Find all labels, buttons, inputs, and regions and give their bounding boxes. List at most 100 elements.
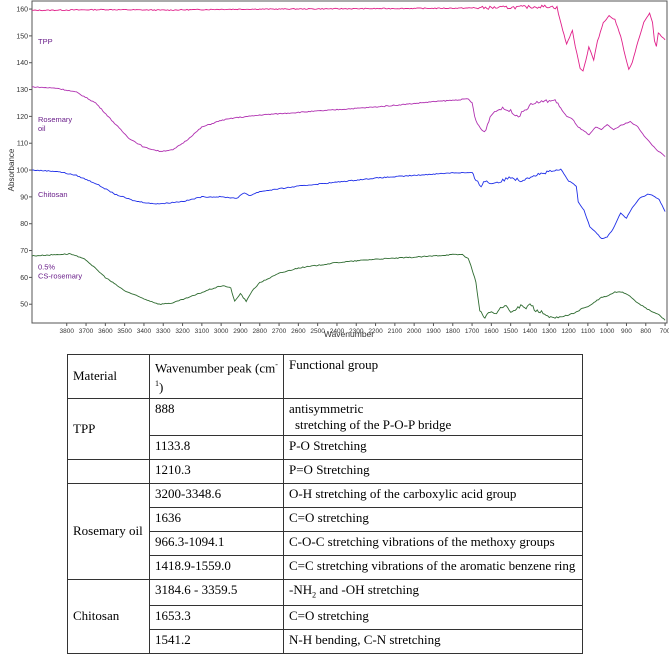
- y-tick-label: 120: [16, 114, 28, 121]
- series-label: TPP: [38, 37, 53, 46]
- series-label-line: 0.5%: [38, 262, 55, 271]
- x-tick-label: 1900: [426, 328, 441, 335]
- group-cell: C=O stretching: [283, 605, 583, 631]
- group-text-line2: stretching of the P-O-P bridge: [295, 416, 452, 432]
- y-tick-label: 150: [16, 33, 28, 40]
- series-line: [31, 253, 666, 321]
- x-tick-label: 3200: [175, 328, 190, 335]
- x-tick-label: 2400: [330, 328, 345, 335]
- header-functional-group: Functional group: [283, 354, 583, 399]
- group-cell: N-H bending, C-N stretching: [283, 629, 583, 654]
- x-tick-label: 800: [640, 328, 651, 335]
- header-wavenumber-text: Wavenumber peak (cm: [155, 360, 276, 376]
- peak-cell: 3184.6 - 3359.5: [149, 578, 284, 607]
- header-material: Material: [67, 354, 150, 399]
- group-text-rest: and -OH stretching: [316, 581, 419, 597]
- y-tick-label: 160: [16, 7, 28, 14]
- y-tick-label: 50: [20, 302, 28, 309]
- x-tick-label: 2300: [349, 328, 364, 335]
- x-tick-label: 2500: [310, 328, 325, 335]
- group-cell: C=C stretching vibrations of the aromati…: [283, 554, 583, 580]
- x-tick-label: 700: [660, 328, 669, 335]
- peak-cell: 1653.3: [149, 605, 284, 631]
- series-label: 0.5% CS-rosemary: [38, 262, 82, 280]
- x-tick-label: 1600: [484, 328, 499, 335]
- series-label: Chitosan: [38, 190, 68, 199]
- table-row: 966.3-1094.1 C-O-C stretching vibrations…: [68, 530, 583, 556]
- y-tick-label: 70: [20, 248, 28, 255]
- group-cell: -NH2 and -OH stretching: [283, 578, 583, 607]
- series-lines: [31, 4, 666, 321]
- x-tick-label: 1200: [561, 328, 576, 335]
- group-cell: O-H stretching of the carboxylic acid gr…: [283, 482, 583, 508]
- y-axis-label: Absorbance: [7, 148, 16, 191]
- x-tick-label: 1800: [446, 328, 461, 335]
- series-line: [31, 4, 666, 72]
- material-tpp: TPP: [67, 397, 150, 460]
- plot-area: [31, 0, 668, 324]
- x-tick-label: 900: [621, 328, 632, 335]
- peak-cell: 3200-3348.6: [149, 482, 284, 508]
- y-tick-label: 80: [20, 221, 28, 228]
- x-tick-label: 2100: [388, 328, 403, 335]
- material-chitosan: Chitosan: [67, 578, 150, 654]
- table-header-row: Material Wavenumber peak (cm-1) Function…: [67, 354, 583, 399]
- x-tick-label: 1000: [600, 328, 615, 335]
- x-axis: 3800 3700 3600 3500 3400 3300 3200 3100 3000 2900…: [60, 323, 669, 335]
- peak-cell: 1418.9-1559.0: [149, 554, 284, 580]
- peak-cell: 1541.2: [149, 629, 284, 654]
- x-tick-label: 3700: [79, 328, 94, 335]
- table-row: 1418.9-1559.0 C=C stretching vibrations …: [68, 554, 583, 580]
- table-row: 1636 C=O stretching: [68, 506, 583, 532]
- y-tick-label: 130: [16, 87, 28, 94]
- x-tick-label: 1300: [542, 328, 557, 335]
- y-tick-label: 60: [20, 275, 28, 282]
- group-text-line1: antisymmetric: [289, 400, 364, 416]
- functional-group-table: Material Wavenumber peak (cm-1) Function…: [67, 354, 583, 654]
- table-row: TPP 888 antisymmetric stretching of the P…: [67, 397, 583, 460]
- x-tick-label: 2000: [407, 328, 422, 335]
- series-label-line: Rosemary: [38, 115, 72, 124]
- y-tick-label: 100: [16, 168, 28, 175]
- table-row: Rosemary oil 3200-3348.6 O-H stretching …: [67, 482, 583, 580]
- y-tick-label: 110: [17, 141, 28, 148]
- x-tick-label: 3500: [117, 328, 132, 335]
- series-label: Rosemary oil: [38, 115, 72, 133]
- x-tick-label: 1100: [581, 328, 595, 335]
- group-cell: antisymmetric stretching of the P-O-P bri…: [283, 397, 583, 436]
- peak-cell: 888: [149, 397, 284, 436]
- table-row: 1210.3 P=O Stretching: [67, 458, 583, 484]
- group-cell: C=O stretching: [283, 506, 583, 532]
- x-tick-label: 3800: [60, 328, 75, 335]
- x-tick-label: 2800: [253, 328, 268, 335]
- group-cell: C-O-C stretching vibrations of the metho…: [283, 530, 583, 556]
- peak-cell: 1133.8: [149, 434, 284, 460]
- group-cell: P=O Stretching: [283, 458, 583, 484]
- header-wavenumber-sup: -1: [155, 360, 278, 389]
- x-axis-label: Wavenumber: [324, 329, 374, 339]
- x-tick-label: 3600: [98, 328, 113, 335]
- x-tick-label: 2200: [368, 328, 383, 335]
- series-label-line: CS-rosemary: [38, 271, 82, 280]
- y-tick-label: 90: [20, 194, 28, 201]
- x-tick-label: 2600: [291, 328, 306, 335]
- peak-cell: 966.3-1094.1: [149, 530, 284, 556]
- table-row: Chitosan 3184.6 - 3359.5 -NH2 and -OH st…: [67, 578, 583, 654]
- y-tick-label: 140: [16, 60, 28, 67]
- series-line: [31, 168, 666, 239]
- material-rosemary-oil: Rosemary oil: [67, 482, 150, 580]
- peak-cell: 1210.3: [149, 458, 284, 484]
- group-subscript: 2: [312, 590, 317, 600]
- series-label-line: oil: [38, 124, 46, 133]
- x-tick-label: 1500: [503, 328, 518, 335]
- x-tick-label: 3300: [156, 328, 171, 335]
- peak-cell: 1636: [149, 506, 284, 532]
- y-axis: 160 150 140 130 120 110 100 90 80 70 60 50: [16, 7, 32, 309]
- x-tick-label: 3400: [137, 328, 152, 335]
- series-line: [32, 86, 666, 157]
- ftir-spectrum-chart: 160 150 140 130 120 110 100 90 80 70 60 50 3800 3700…: [7, 0, 669, 339]
- x-tick-label: 3000: [214, 328, 229, 335]
- series-labels: TPP Rosemary oil Chitosan 0.5% CS-rosemary: [38, 37, 82, 280]
- header-wavenumber: Wavenumber peak (cm-1): [149, 354, 284, 399]
- x-tick-label: 2700: [272, 328, 287, 335]
